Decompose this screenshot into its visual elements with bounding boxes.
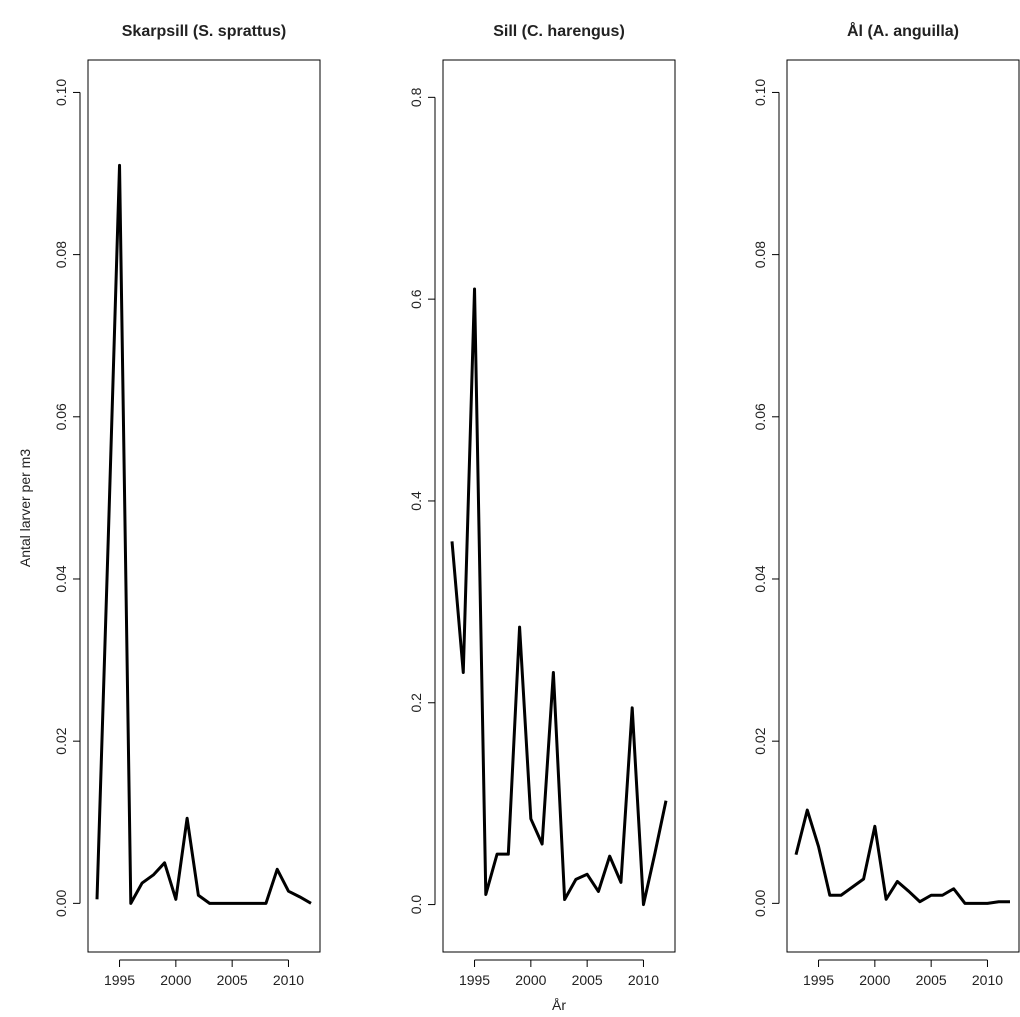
x-axis-label: År [552, 997, 566, 1013]
x-tick-label: 2010 [273, 972, 304, 988]
y-tick-label: 0.02 [53, 727, 69, 754]
chart-title: Ål (A. anguilla) [847, 21, 959, 40]
x-tick-label: 2010 [972, 972, 1003, 988]
plot-frame [442, 59, 676, 953]
chart-title: Sill (C. harengus) [493, 23, 625, 40]
y-tick-label: 0.04 [752, 565, 768, 592]
x-tick-label: 2010 [628, 972, 659, 988]
y-tick-label: 0.08 [752, 241, 768, 268]
x-tick-label: 2005 [916, 972, 947, 988]
y-tick-label: 0.00 [752, 890, 768, 917]
chart-title: Skarpsill (S. sprattus) [122, 23, 287, 40]
x-tick-label: 2000 [859, 972, 890, 988]
y-tick-label: 0.04 [53, 565, 69, 592]
data-line [794, 808, 1010, 905]
y-tick-label: 0.06 [752, 403, 768, 430]
data-line [450, 287, 668, 907]
data-line [95, 163, 312, 905]
y-tick-label: 0.08 [53, 241, 69, 268]
x-tick-label: 1995 [104, 972, 135, 988]
y-tick-label: 0.6 [408, 289, 424, 309]
y-tick-label: 0.4 [408, 491, 424, 511]
y-tick-label: 0.10 [53, 79, 69, 106]
y-tick-label: 0.06 [53, 403, 69, 430]
y-tick-label: 0.8 [408, 87, 424, 107]
y-tick-label: 0.10 [752, 79, 768, 106]
plot-frame [786, 59, 1020, 953]
x-tick-label: 2000 [160, 972, 191, 988]
x-tick-label: 1995 [459, 972, 490, 988]
y-axis-label: Antal larver per m3 [17, 449, 33, 567]
y-tick-label: 0.02 [752, 727, 768, 754]
y-tick-label: 0.2 [408, 693, 424, 713]
x-tick-label: 2005 [217, 972, 248, 988]
plot-frame [87, 59, 321, 953]
x-tick-label: 1995 [803, 972, 834, 988]
y-tick-label: 0.0 [408, 895, 424, 915]
x-tick-label: 2000 [515, 972, 546, 988]
x-tick-label: 2005 [572, 972, 603, 988]
y-tick-label: 0.00 [53, 890, 69, 917]
